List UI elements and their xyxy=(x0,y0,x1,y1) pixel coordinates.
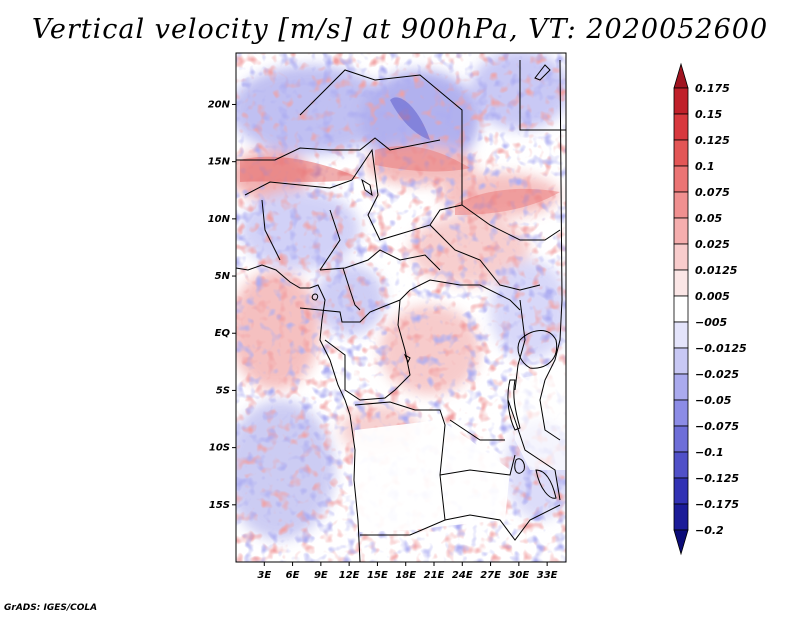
colorbar-label: 0.175 xyxy=(695,82,730,95)
longitude-axis: 3E 6E 9E 12E 15E 18E 21E 24E 27E 30E 33E xyxy=(257,562,558,581)
colorbar-label: −0.05 xyxy=(695,394,732,407)
colorbar-label: 0.005 xyxy=(695,290,730,303)
colorbar: 0.175 0.15 0.125 0.1 0.075 0.05 0.025 0.0125 0.0… xyxy=(673,62,747,556)
colorbar-cell xyxy=(673,503,689,531)
lon-tick-label: 27E xyxy=(480,570,501,581)
colorbar-label: −005 xyxy=(695,316,728,329)
lon-tick-label: 15E xyxy=(367,570,388,581)
colorbar-label: −0.125 xyxy=(695,472,739,485)
colorbar-label: −0.075 xyxy=(695,420,739,433)
colorbar-cell xyxy=(673,113,689,141)
velocity-field xyxy=(236,53,566,562)
map-frame xyxy=(235,52,567,563)
colorbar-cell xyxy=(673,295,689,323)
colorbar-cell xyxy=(673,399,689,427)
lat-tick-label: 5S xyxy=(216,385,230,396)
lat-tick-label: 10S xyxy=(209,443,230,454)
colorbar-cell xyxy=(673,321,689,349)
colorbar-label: 0.125 xyxy=(695,134,730,147)
lon-tick-label: 33E xyxy=(537,570,558,581)
chart-title: Vertical velocity [m/s] at 900hPa, VT: 2… xyxy=(31,14,769,45)
lon-tick-label: 21E xyxy=(424,570,445,581)
colorbar-cell xyxy=(673,62,689,89)
lon-tick-label: 24E xyxy=(452,570,473,581)
lat-tick-label: 10N xyxy=(208,214,231,225)
colorbar-label: −0.0125 xyxy=(695,342,747,355)
colorbar-cell xyxy=(673,347,689,375)
colorbar-label: 0.15 xyxy=(695,108,722,121)
colorbar-label: −0.1 xyxy=(695,446,724,459)
colorbar-cell xyxy=(673,269,689,297)
colorbar-cell xyxy=(673,425,689,453)
colorbar-cell xyxy=(673,87,689,115)
colorbar-label: 0.025 xyxy=(695,238,730,251)
colorbar-cell xyxy=(673,529,689,556)
lon-tick-label: 3E xyxy=(257,570,271,581)
lat-tick-label: 20N xyxy=(208,99,231,110)
lon-tick-label: 9E xyxy=(314,570,328,581)
lat-tick-label: 15S xyxy=(209,500,230,511)
colorbar-label: −0.025 xyxy=(695,368,739,381)
colorbar-cell xyxy=(673,165,689,193)
colorbar-cell xyxy=(673,139,689,167)
colorbar-label: 0.1 xyxy=(695,160,715,173)
grads-credit: GrADS: IGES/COLA xyxy=(4,603,98,613)
colorbar-cell xyxy=(673,477,689,505)
lon-tick-label: 18E xyxy=(395,570,416,581)
lon-tick-label: 30E xyxy=(508,570,529,581)
coastlines-borders xyxy=(236,59,566,562)
colorbar-cell xyxy=(673,217,689,245)
lat-tick-label: 5N xyxy=(215,271,231,282)
colorbar-label: 0.075 xyxy=(695,186,730,199)
colorbar-cell xyxy=(673,243,689,271)
colorbar-label: −0.175 xyxy=(695,498,739,511)
colorbar-cell xyxy=(673,191,689,219)
lon-tick-label: 6E xyxy=(286,570,300,581)
colorbar-cell xyxy=(673,451,689,479)
colorbar-label: −0.2 xyxy=(695,524,724,537)
colorbar-label: 0.0125 xyxy=(695,264,738,277)
lon-tick-label: 12E xyxy=(339,570,360,581)
latitude-axis: 20N 15N 10N 5N EQ 5S 10S 15S xyxy=(208,99,236,511)
lat-tick-label: EQ xyxy=(215,328,231,339)
lat-tick-label: 15N xyxy=(208,157,231,168)
colorbar-cell xyxy=(673,373,689,401)
colorbar-label: 0.05 xyxy=(695,212,722,225)
